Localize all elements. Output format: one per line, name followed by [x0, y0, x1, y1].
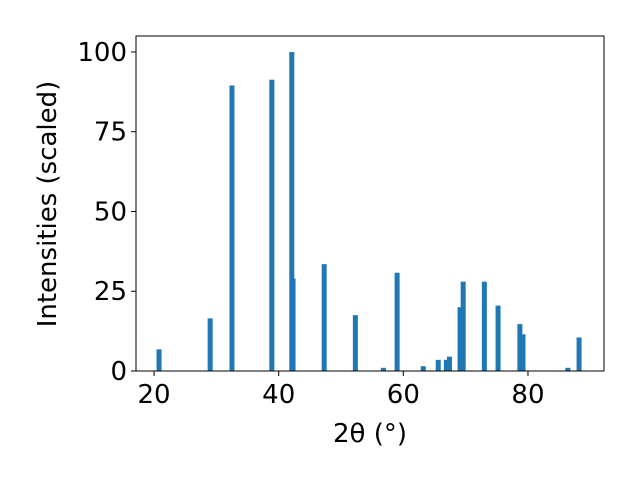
bar	[443, 359, 449, 371]
plot-frame	[135, 35, 605, 372]
bar	[495, 305, 501, 371]
bar	[321, 264, 327, 371]
y-tick-label: 75	[94, 118, 127, 148]
bar	[380, 367, 386, 371]
bar	[446, 356, 452, 371]
bar	[156, 349, 162, 371]
bar	[457, 307, 463, 371]
bar	[520, 334, 526, 371]
bar	[352, 315, 358, 371]
bar	[517, 324, 523, 371]
bar	[435, 359, 441, 371]
x-tick-label: 80	[511, 380, 544, 410]
y-tick-label: 50	[94, 197, 127, 227]
y-tick-label: 0	[110, 357, 127, 387]
y-axis-label: Intensities (scaled)	[33, 81, 63, 328]
y-tick-label: 25	[94, 277, 127, 307]
bar	[269, 79, 275, 371]
bar	[565, 367, 571, 371]
bar	[229, 85, 235, 371]
y-tick-label: 100	[77, 38, 127, 68]
x-tick-label: 60	[387, 380, 420, 410]
bar	[289, 51, 295, 371]
x-tick-label: 20	[138, 380, 171, 410]
x-tick-label: 40	[262, 380, 295, 410]
bar	[420, 366, 426, 371]
bar	[481, 281, 487, 371]
x-axis-label: 2θ (°)	[333, 419, 407, 449]
bar	[207, 318, 213, 371]
bar	[460, 281, 466, 371]
bar	[290, 278, 296, 371]
bar	[576, 337, 582, 371]
bar	[394, 272, 400, 371]
